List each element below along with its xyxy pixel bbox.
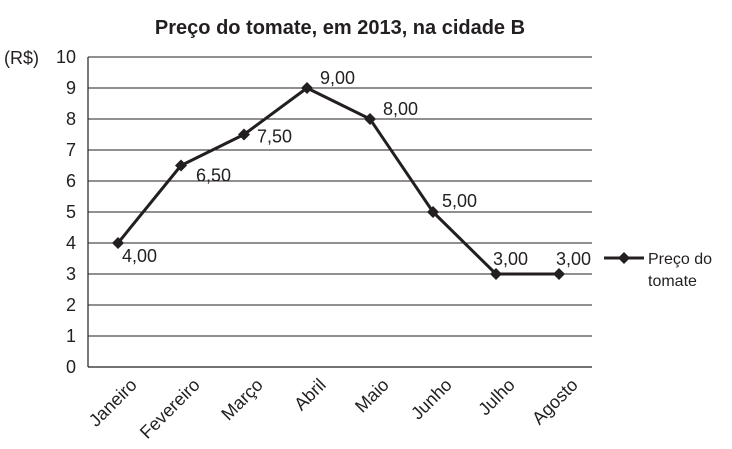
data-label: 3,00 (556, 249, 591, 269)
legend-label: tomate (648, 273, 697, 290)
data-label: 8,00 (383, 99, 418, 119)
y-tick-label: 9 (66, 78, 76, 98)
data-point (490, 268, 502, 280)
y-tick-label: 10 (56, 47, 76, 67)
series-line (116, 86, 559, 276)
data-point (364, 113, 376, 125)
y-tick-label: 3 (66, 264, 76, 284)
x-tick-label: Abril (290, 375, 330, 415)
data-point (175, 159, 187, 172)
y-tick-label: 0 (66, 357, 76, 377)
x-tick-label: Janeiro (85, 375, 141, 431)
x-tick-label: Junho (407, 375, 456, 424)
data-point (112, 237, 124, 249)
y-tick-label: 2 (66, 295, 76, 315)
data-label: 6,50 (196, 166, 231, 186)
y-tick-labels: 0 1 2 3 4 5 6 7 8 9 10 (56, 47, 76, 377)
series-group (112, 82, 565, 280)
data-point (427, 206, 439, 218)
x-tick-label: Agosto (528, 375, 582, 429)
y-tick-label: 4 (66, 233, 76, 253)
data-point (301, 82, 313, 94)
chart-title: Preço do tomate, em 2013, na cidade B (155, 17, 525, 39)
y-tick-label: 5 (66, 202, 76, 222)
data-label: 4,00 (122, 246, 157, 266)
legend-marker (618, 252, 630, 264)
gridlines (88, 56, 592, 337)
y-tick-label: 8 (66, 109, 76, 129)
data-point (238, 128, 250, 141)
legend: Preço do tomate (604, 251, 712, 290)
x-tick-label: Julho (474, 375, 519, 420)
y-axis-label: (R$) (4, 48, 39, 68)
axes (87, 57, 592, 368)
legend-label: Preço do (648, 251, 712, 268)
y-tick-label: 6 (66, 171, 76, 191)
data-point (553, 268, 565, 280)
data-label: 7,50 (257, 127, 292, 147)
x-tick-label: Maio (351, 375, 393, 417)
data-label: 3,00 (493, 249, 528, 269)
data-label: 9,00 (320, 68, 355, 88)
data-labels: 4,00 6,50 7,50 9,00 8,00 5,00 3,00 3,00 (122, 68, 591, 269)
x-tick-label: Fevereiro (136, 375, 204, 443)
y-tick-label: 1 (66, 326, 76, 346)
y-tick-label: 7 (66, 140, 76, 160)
data-label: 5,00 (442, 191, 477, 211)
x-tick-label: Março (217, 375, 267, 425)
